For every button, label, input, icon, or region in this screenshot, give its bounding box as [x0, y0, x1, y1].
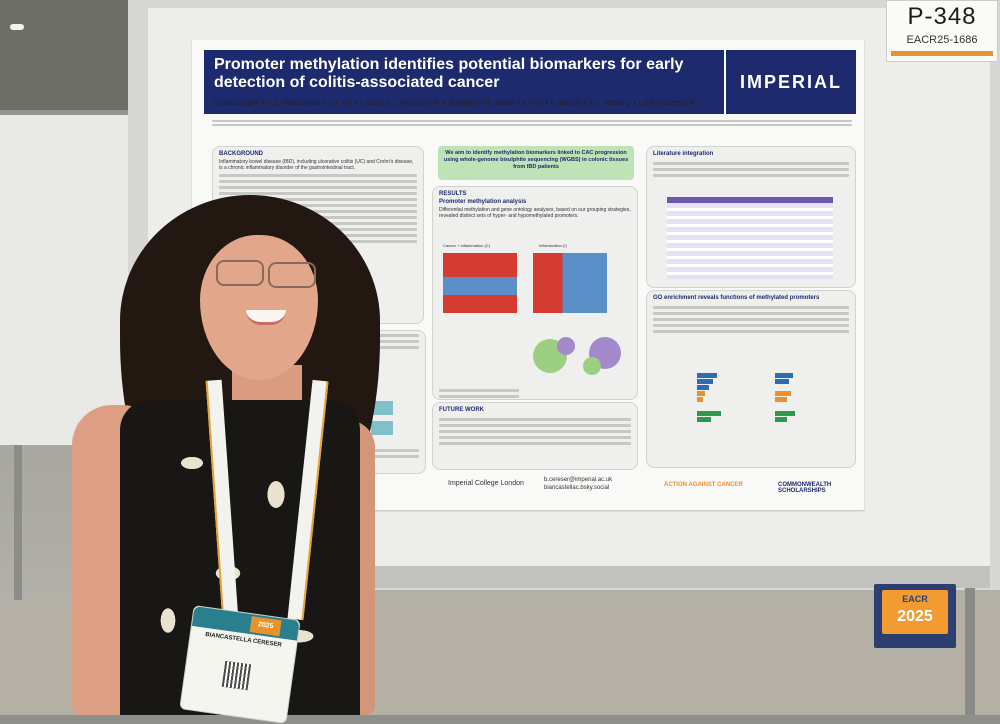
- results-heading: RESULTS: [439, 191, 467, 197]
- glasses-icon: [216, 260, 264, 286]
- person-smile: [246, 310, 286, 325]
- glasses-icon: [268, 262, 316, 288]
- literature-heading: Literature integration: [653, 151, 714, 157]
- footer-social: biancastellac.bsky.social: [544, 485, 610, 491]
- board-number: P-348: [907, 3, 977, 30]
- qr-code-icon: [221, 660, 252, 691]
- venn-circle: [557, 337, 575, 355]
- imperial-logo: IMPERIAL: [724, 50, 856, 114]
- aim-statement: We aim to identify methylation biomarker…: [438, 146, 634, 180]
- literature-panel: Literature integration: [646, 146, 856, 288]
- ceiling: [0, 0, 130, 110]
- sponsor-logo-commonwealth: COMMONWEALTH SCHOLARSHIPS: [778, 482, 832, 494]
- board-number-label: P-348 EACR25-1686: [886, 0, 998, 62]
- go-enrichment-heading: GO enrichment reveals functions of methy…: [653, 295, 820, 301]
- board-label-stripe: [891, 51, 993, 56]
- heatmap-right: [533, 253, 607, 313]
- footer-email: b.cereser@imperial.ac.uk: [544, 477, 613, 483]
- footer-institution: Imperial College London: [448, 480, 524, 487]
- heatmap-left: [443, 253, 517, 313]
- future-work-heading: FUTURE WORK: [439, 407, 484, 413]
- poster-affiliations: [212, 118, 852, 134]
- poster-title: Promoter methylation identifies potentia…: [214, 56, 684, 91]
- heatmap-left-label: Cancer + Inflammation (C): [443, 243, 491, 248]
- poster-header: Promoter methylation identifies potentia…: [204, 50, 856, 114]
- venn-circle: [583, 357, 601, 375]
- heatmap-right-label: Inflammation (I): [539, 243, 567, 248]
- person-face: [200, 235, 318, 380]
- eacr-stand-sign: EACR 2025: [874, 584, 956, 648]
- left-poster-board: [0, 115, 134, 445]
- results-subheading: Promoter methylation analysis: [439, 199, 527, 205]
- board-leg: [14, 445, 22, 615]
- eacr-year: 2025: [897, 608, 933, 625]
- background-heading: BACKGROUND: [219, 151, 263, 157]
- literature-table: [667, 197, 833, 279]
- board-code: EACR25-1686: [906, 34, 978, 46]
- go-enrichment-panel: GO enrichment reveals functions of methy…: [646, 290, 856, 468]
- eacr-sign-panel: EACR 2025: [882, 590, 948, 634]
- board-leg: [965, 588, 975, 715]
- footer-contact: b.cereser@imperial.ac.uk biancastellac.b…: [544, 476, 612, 492]
- ceiling-light: [10, 24, 24, 30]
- sponsor-logo-action: ACTION AGAINST CANCER: [664, 482, 743, 488]
- poster-authors: Chandrasinghe P 1,2, Warusavitarne J 3, …: [212, 100, 701, 107]
- future-work-panel: FUTURE WORK: [432, 402, 638, 470]
- results-panel: RESULTS Promoter methylation analysis Di…: [432, 186, 638, 400]
- name-badge: 2025 BIANCASTELLA CERESER: [179, 604, 301, 724]
- background-text: Inflammatory bowel disease (IBD), includ…: [219, 159, 414, 171]
- results-text: Differential methylation and gene ontolo…: [439, 207, 631, 219]
- eacr-brand: EACR: [902, 594, 928, 604]
